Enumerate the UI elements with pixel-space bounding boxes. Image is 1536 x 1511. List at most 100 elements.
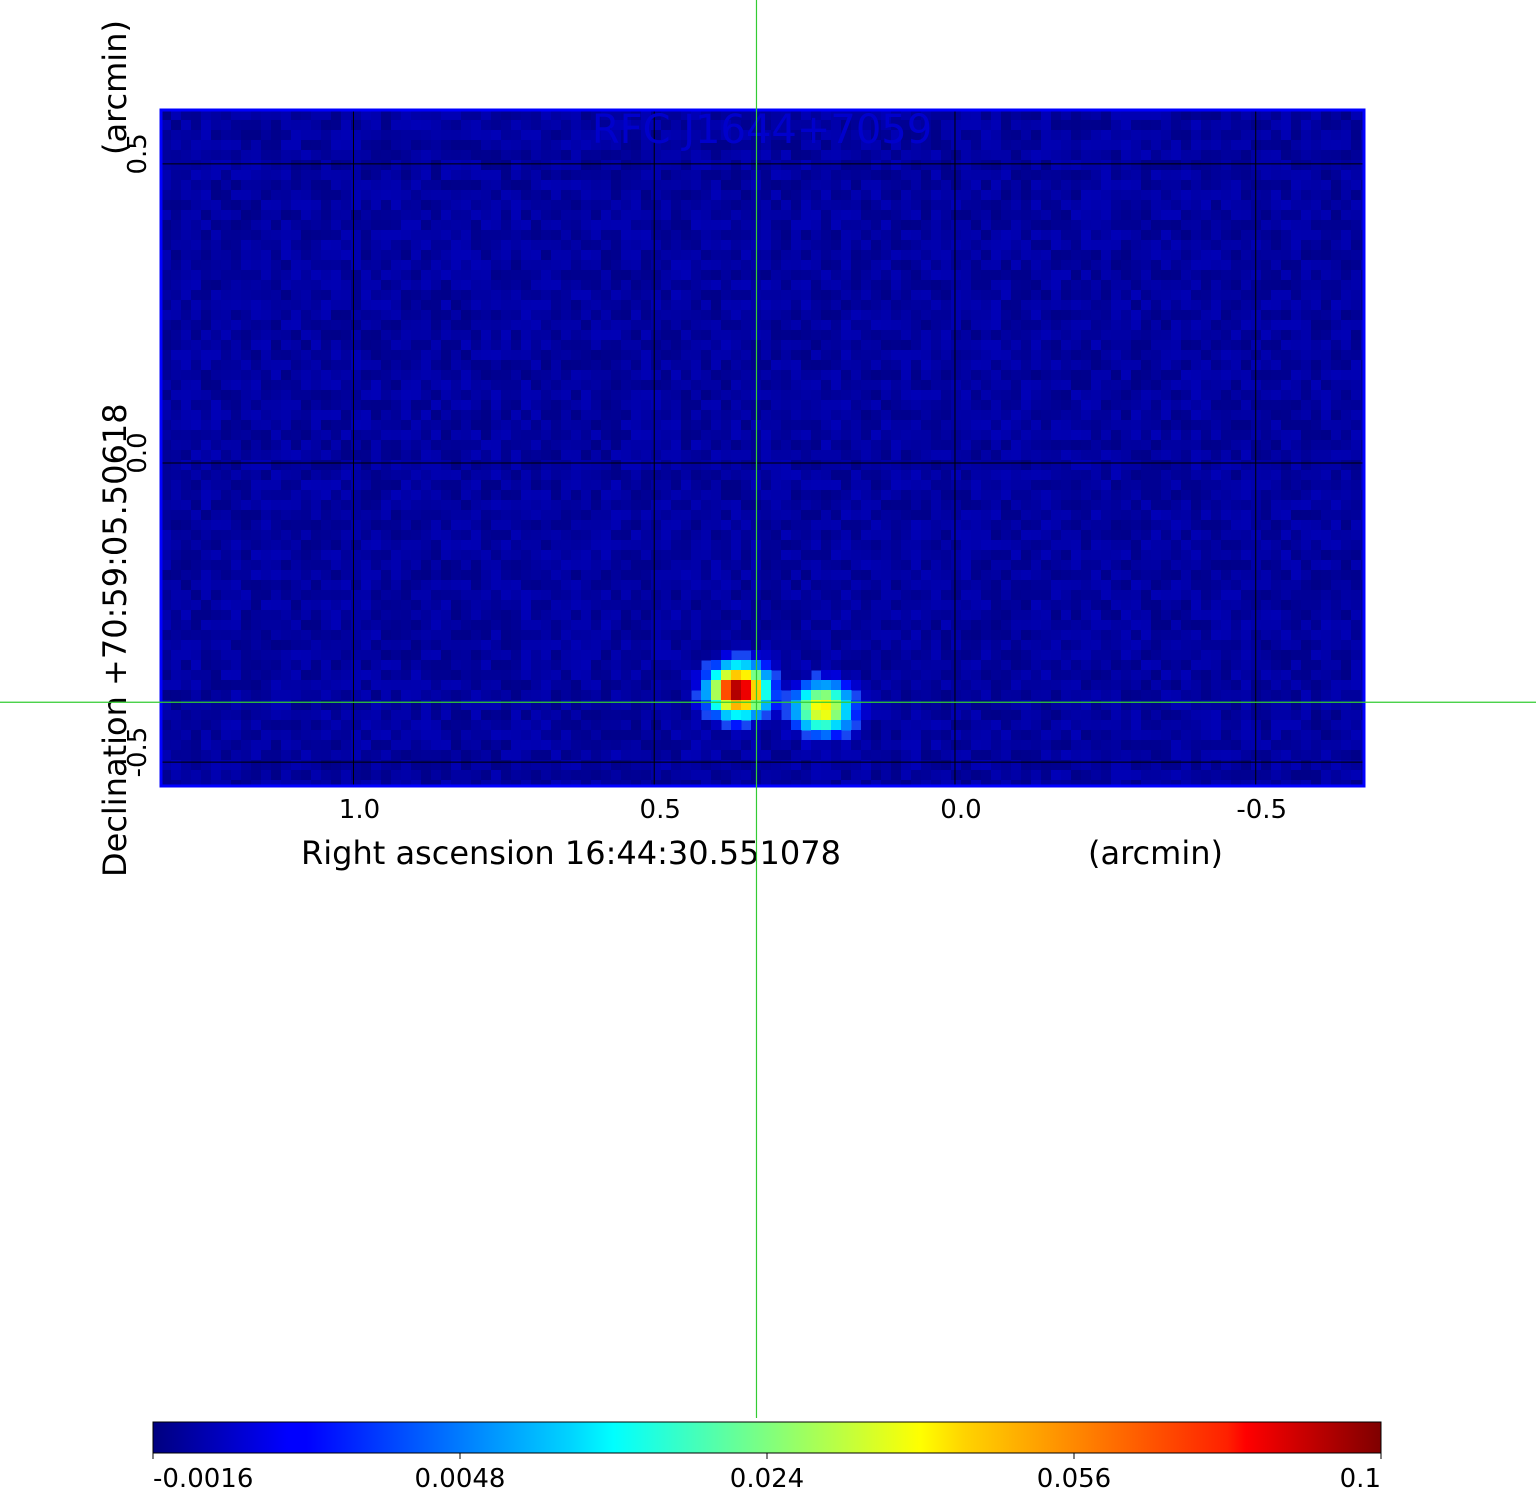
image-pixel: [1001, 280, 1012, 291]
image-pixel: [1021, 160, 1032, 171]
image-pixel: [331, 150, 342, 161]
image-pixel: [961, 420, 972, 431]
image-plot-area[interactable]: [159, 108, 1372, 791]
image-pixel: [871, 460, 882, 471]
image-pixel: [601, 340, 612, 351]
image-pixel: [201, 460, 212, 471]
image-pixel: [351, 240, 362, 251]
image-pixel: [391, 310, 402, 321]
image-pixel: [831, 500, 842, 511]
image-pixel: [931, 200, 942, 211]
image-pixel: [781, 240, 792, 251]
image-pixel: [1341, 400, 1352, 411]
image-pixel: [951, 110, 962, 121]
image-pixel: [621, 420, 632, 431]
image-pixel: [241, 110, 252, 121]
image-pixel: [501, 330, 512, 341]
image-pixel: [1311, 330, 1322, 341]
image-pixel: [1131, 510, 1142, 521]
image-pixel: [1111, 460, 1122, 471]
image-pixel: [1311, 140, 1322, 151]
image-pixel: [621, 360, 632, 371]
image-pixel: [891, 240, 902, 251]
image-pixel: [251, 400, 262, 411]
image-pixel: [791, 340, 802, 351]
image-pixel: [401, 460, 412, 471]
image-pixel: [1171, 360, 1182, 371]
image-pixel: [681, 180, 692, 191]
image-pixel: [1141, 410, 1152, 421]
image-pixel: [311, 140, 322, 151]
image-pixel: [501, 360, 512, 371]
image-pixel: [371, 320, 382, 331]
image-pixel: [1071, 200, 1082, 211]
image-pixel: [671, 190, 682, 201]
image-pixel: [391, 260, 402, 271]
image-pixel: [731, 450, 742, 461]
image-pixel: [511, 120, 522, 131]
image-pixel: [851, 210, 862, 221]
image-pixel: [161, 320, 172, 331]
image-pixel: [711, 230, 722, 241]
image-pixel: [1001, 210, 1012, 221]
image-pixel: [721, 340, 732, 351]
image-pixel: [731, 500, 742, 511]
image-pixel: [451, 360, 462, 371]
image-pixel: [481, 300, 492, 311]
image-pixel: [691, 390, 702, 401]
image-pixel: [661, 180, 672, 191]
image-pixel: [781, 480, 792, 491]
image-pixel: [521, 220, 532, 231]
image-pixel: [291, 460, 302, 471]
image-pixel: [701, 380, 712, 391]
image-pixel: [481, 190, 492, 201]
image-pixel: [1251, 490, 1262, 501]
image-pixel: [161, 480, 172, 491]
image-pixel: [1081, 400, 1092, 411]
image-pixel: [381, 200, 392, 211]
image-pixel: [421, 110, 432, 121]
image-pixel: [341, 130, 352, 141]
image-pixel: [1031, 120, 1042, 131]
image-pixel: [511, 370, 522, 381]
image-pixel: [841, 280, 852, 291]
image-pixel: [1291, 140, 1302, 151]
image-pixel: [171, 270, 182, 281]
image-pixel: [1101, 200, 1112, 211]
image-pixel: [971, 230, 982, 241]
image-pixel: [1101, 330, 1112, 341]
image-pixel: [811, 300, 822, 311]
image-pixel: [391, 280, 402, 291]
image-pixel: [961, 270, 972, 281]
image-pixel: [711, 150, 722, 161]
image-pixel: [851, 470, 862, 481]
image-pixel: [511, 420, 522, 431]
image-pixel: [1101, 110, 1112, 121]
image-pixel: [1211, 260, 1222, 271]
image-pixel: [1191, 420, 1202, 431]
image-pixel: [1031, 110, 1042, 121]
image-pixel: [1151, 310, 1162, 321]
image-pixel: [231, 310, 242, 321]
image-pixel: [171, 380, 182, 391]
image-pixel: [1291, 180, 1302, 191]
image-pixel: [1071, 410, 1082, 421]
image-pixel: [901, 340, 912, 351]
image-pixel: [681, 210, 692, 221]
image-pixel: [771, 410, 782, 421]
image-pixel: [581, 260, 592, 271]
image-pixel: [551, 340, 562, 351]
image-pixel: [1211, 290, 1222, 301]
image-pixel: [951, 420, 962, 431]
image-pixel: [461, 290, 472, 301]
image-pixel: [1121, 320, 1132, 331]
image-pixel: [691, 260, 702, 271]
image-pixel: [381, 210, 392, 221]
image-pixel: [181, 220, 192, 231]
image-pixel: [1171, 280, 1182, 291]
image-pixel: [871, 260, 882, 271]
image-pixel: [791, 160, 802, 171]
image-pixel: [1101, 160, 1112, 171]
image-pixel: [301, 210, 312, 221]
image-pixel: [1141, 340, 1152, 351]
